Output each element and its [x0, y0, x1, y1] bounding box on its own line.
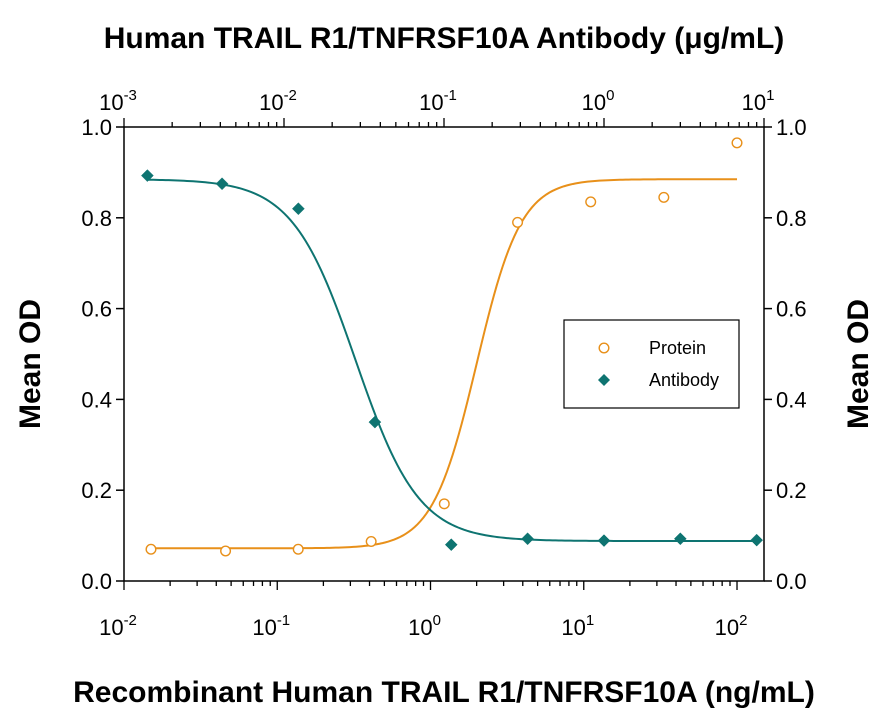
- legend-box: [563, 319, 740, 409]
- data-point-protein: [512, 216, 524, 228]
- legend-marker-antibody: [598, 374, 610, 386]
- x-bottom-tick-label: 102: [715, 612, 748, 640]
- x-top-tick-label: 10-1: [419, 87, 457, 115]
- data-point-protein: [585, 196, 597, 208]
- legend: Protein Antibody: [563, 319, 740, 409]
- y-tick-label-right: 1.0: [776, 115, 807, 140]
- data-point-protein: [658, 191, 670, 203]
- y-tick-label-right: 0.8: [776, 206, 807, 231]
- legend-marker-protein: [598, 342, 610, 354]
- x-bottom-tick-label: 100: [408, 612, 441, 640]
- data-point-antibody: [597, 534, 611, 547]
- data-point-antibody: [141, 169, 154, 182]
- data-point-antibody: [368, 415, 382, 429]
- data-point-protein: [365, 536, 377, 548]
- y-axis-label-right: Mean OD: [842, 299, 875, 429]
- y-tick-label-left: 0.2: [81, 478, 112, 503]
- y-tick-label-left: 0.0: [81, 569, 112, 594]
- x-bottom-tick-label: 10-2: [99, 612, 137, 640]
- y-tick-label-left: 0.6: [81, 297, 112, 322]
- legend-label-protein: Protein: [649, 338, 706, 358]
- data-point-antibody: [215, 177, 229, 191]
- y-tick-label-left: 0.4: [81, 387, 112, 412]
- data-point-antibody: [292, 202, 305, 216]
- fit-curve-antibody: [147, 178, 757, 543]
- x-top-tick-label: 101: [742, 87, 775, 115]
- data-point-protein: [731, 137, 743, 149]
- x-axis-label: Recombinant Human TRAIL R1/TNFRSF10A (ng…: [73, 676, 815, 709]
- chart-title: Human TRAIL R1/TNFRSF10A Antibody (μg/mL…: [104, 22, 785, 55]
- legend-label-antibody: Antibody: [649, 370, 719, 390]
- data-point-protein: [292, 543, 304, 555]
- data-point-antibody: [444, 538, 458, 552]
- y-tick-label-right: 0.6: [776, 297, 807, 322]
- data-point-protein: [145, 543, 157, 555]
- y-tick-label-right: 0.4: [776, 387, 807, 412]
- x-bottom-tick-label: 10-1: [252, 612, 290, 640]
- fit-curve-protein: [150, 178, 738, 550]
- fit-curves: [147, 178, 757, 550]
- data-point-antibody: [521, 532, 534, 546]
- data-point-protein: [220, 545, 232, 557]
- y-axis-label-left: Mean OD: [14, 299, 47, 429]
- y-tick-label-right: 0.0: [776, 569, 807, 594]
- axes: 0.0 0.0 0.2 0.2 0.4 0.4 0.6 0.6 0.8 0.8 1.0 1.0 10-2…: [81, 87, 806, 640]
- y-tick-label-left: 1.0: [81, 115, 112, 140]
- x-top-tick-label: 100: [582, 87, 615, 115]
- data-point-antibody: [673, 532, 687, 546]
- x-top-tick-label: 10-2: [259, 87, 297, 115]
- x-bottom-tick-label: 101: [561, 612, 594, 640]
- data-markers: [141, 137, 764, 557]
- y-tick-label-left: 0.8: [81, 206, 112, 231]
- data-point-antibody: [750, 533, 764, 547]
- y-tick-label-right: 0.2: [776, 478, 807, 503]
- data-point-protein: [438, 498, 450, 510]
- x-top-tick-label: 10-3: [99, 87, 137, 115]
